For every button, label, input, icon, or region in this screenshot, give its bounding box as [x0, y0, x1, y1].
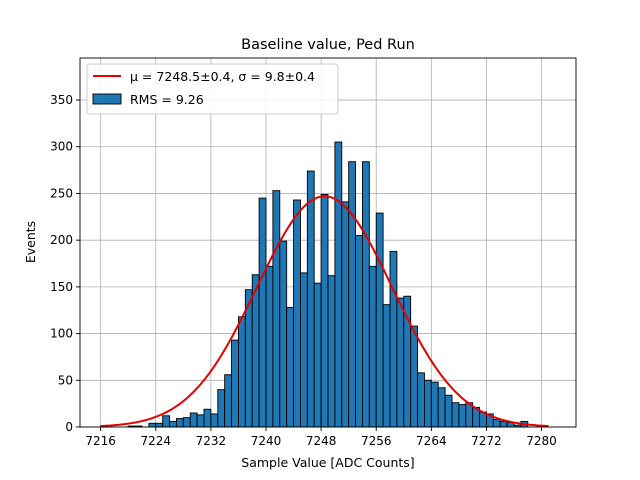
y-tick-label: 250	[50, 186, 73, 200]
histogram-bar	[417, 372, 425, 428]
histogram-bar	[396, 297, 405, 428]
histogram-bar	[499, 420, 508, 428]
x-tick-label: 7256	[361, 434, 392, 448]
histogram-bar	[368, 265, 377, 428]
histogram-bar	[430, 381, 439, 428]
y-tick-label: 50	[58, 373, 73, 387]
histogram-bar	[258, 197, 267, 428]
y-tick-label: 300	[50, 140, 73, 154]
y-tick-label: 0	[65, 420, 73, 434]
legend-histogram-label: RMS = 9.26	[130, 92, 204, 107]
histogram-bar	[492, 419, 501, 428]
histogram-bar	[423, 379, 432, 428]
chart-title: Baseline value, Ped Run	[241, 37, 415, 53]
histogram-bar	[162, 415, 171, 428]
histogram-bar	[293, 199, 301, 428]
histogram-bar	[189, 412, 198, 428]
fit-curve	[100, 195, 549, 428]
y-axis-label: Events	[23, 221, 38, 263]
histogram-bar	[458, 404, 467, 428]
histogram-bar	[237, 316, 246, 428]
x-tick-label: 7280	[526, 434, 557, 448]
histogram-bar	[224, 374, 233, 428]
gaussian-fit-line	[100, 195, 549, 428]
histogram-bar	[444, 394, 453, 428]
y-tick-label: 100	[50, 327, 73, 341]
x-tick-label: 7248	[306, 434, 337, 448]
histogram-bar	[299, 272, 308, 428]
x-tick-label: 7216	[85, 434, 116, 448]
y-tick-label: 200	[50, 233, 73, 247]
y-tick-label: 350	[50, 93, 73, 107]
histogram-bar	[410, 325, 419, 428]
histogram-bar	[148, 422, 157, 428]
histogram-bar	[375, 212, 384, 428]
histogram-bar	[334, 141, 343, 428]
histogram-bar	[272, 190, 281, 428]
x-tick-label: 7240	[251, 434, 282, 448]
legend-box	[86, 63, 339, 115]
histogram-bar	[210, 413, 219, 428]
histogram-bar	[313, 282, 322, 428]
histogram-bar	[231, 339, 239, 428]
histogram-bar	[175, 418, 184, 428]
x-tick-label: 7232	[196, 434, 227, 448]
x-axis-label: Sample Value [ADC Counts]	[241, 455, 414, 470]
plot-frame	[79, 57, 577, 428]
legend: μ = 7248.5±0.4, σ = 9.8±0.4 RMS = 9.26	[86, 63, 339, 115]
histogram-bar	[348, 161, 357, 428]
histogram-bar	[217, 389, 226, 428]
histogram-bar	[196, 414, 205, 428]
histogram-bar	[265, 265, 274, 428]
histogram-bar	[169, 420, 177, 428]
histogram-bar	[306, 170, 315, 428]
histogram-bar	[182, 417, 191, 428]
legend-fit-label: μ = 7248.5±0.4, σ = 9.8±0.4	[130, 69, 315, 84]
y-tick-label: 150	[50, 280, 73, 294]
histogram-bar	[382, 304, 391, 428]
histogram-bar	[155, 422, 164, 428]
histogram-bar	[451, 402, 460, 428]
y-axis: 0 50 100 150 200 250 300 350	[50, 93, 80, 434]
histogram-bar	[320, 193, 329, 428]
histogram-bar	[437, 387, 446, 428]
histogram-bar	[341, 201, 350, 428]
bars	[100, 141, 529, 428]
histogram-bar	[286, 306, 295, 428]
histogram-bar	[361, 161, 370, 428]
histogram-bar	[203, 408, 212, 428]
histogram-bar	[327, 275, 336, 428]
histogram-bar	[279, 240, 288, 428]
histogram-bar	[251, 274, 260, 428]
legend-histogram-swatch	[92, 93, 122, 105]
x-tick-label: 7272	[471, 434, 502, 448]
x-tick-label: 7224	[141, 434, 172, 448]
x-axis: 7216 7224 7232 7240 7248 7256 7264 7272 7280	[85, 427, 557, 448]
histogram-bar	[355, 235, 363, 428]
x-tick-label: 7264	[416, 434, 447, 448]
histogram-bar	[389, 250, 398, 428]
